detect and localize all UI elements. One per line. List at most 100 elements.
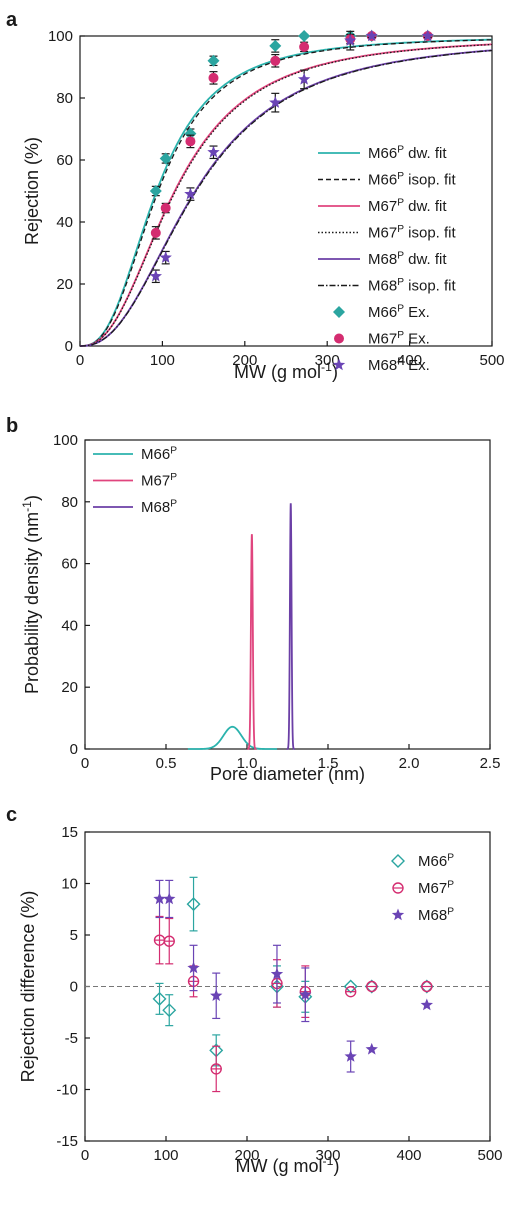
y-axis-label: Probability density (nm-1) [20,495,42,694]
data-point-m68 [159,251,172,263]
data-point-m66 [186,897,201,912]
x-axis-label: MW (g mol-1) [236,1154,340,1176]
fit-curve-m66 [80,38,493,347]
legend-marker [334,333,344,344]
data-point-m66 [207,54,220,67]
x-tick-label: 500 [477,1147,502,1164]
x-tick-label: 0 [81,755,89,772]
data-point-m66 [149,185,162,197]
y-tick-label: 20 [56,276,73,293]
data-point-m66 [343,979,358,994]
y-tick-label: 100 [48,28,73,45]
x-tick-label: 2.0 [399,755,420,772]
x-tick-label: 100 [153,1147,178,1164]
x-axis-label: Pore diameter (nm) [210,764,365,784]
data-point-m68 [184,187,197,200]
fit-curve-m68 [80,49,493,347]
distribution-m66 [187,725,277,750]
data-point-m68 [344,1050,357,1062]
x-tick-label: 0 [76,352,84,369]
data-point-m68 [270,967,284,980]
data-point-m67 [299,41,310,52]
data-point-m68 [269,96,282,108]
x-tick-label: 200 [234,1147,259,1164]
legend-label: M67P [418,879,454,897]
panel-a-label: a [6,9,18,31]
y-axis-label: Rejection (%) [22,137,42,245]
fit-curve-m67 [80,43,493,347]
y-tick-label: 100 [53,432,78,449]
legend-label: M66P dw. fit [368,144,447,162]
x-tick-label: 300 [315,1147,340,1164]
y-tick-label: 10 [61,876,78,893]
legend-label: M68P Ex. [368,356,430,374]
data-point-m68 [187,961,200,974]
y-tick-label: 60 [56,152,73,169]
legend-label: M66P [141,445,177,463]
x-tick-label: 200 [232,352,257,369]
y-tick-label: 0 [70,979,78,996]
data-point-m68 [299,988,312,1000]
legend-label: M68P isop. fit [368,277,457,295]
data-point-m66 [152,991,167,1006]
x-tick-label: 500 [479,352,504,369]
legend-label: M67P isop. fit [368,224,457,242]
legend-label: M67P [141,472,177,490]
data-point-m68 [365,1042,378,1055]
legend-label: M66P [418,852,454,870]
y-tick-label: -10 [56,1082,78,1099]
y-tick-label: -15 [56,1133,78,1150]
data-point-m68 [207,145,220,158]
y-axis-label: Rejection difference (%) [18,891,38,1083]
x-tick-label: 100 [150,352,175,369]
y-tick-label: 5 [70,927,78,944]
legend-label: M66P Ex. [368,303,430,321]
y-tick-label: 40 [61,617,78,634]
data-point-m68 [344,34,357,46]
legend-label: M67P dw. fit [368,197,447,215]
y-tick-label: 60 [61,556,78,573]
x-tick-label: 1.5 [318,755,339,772]
data-point-m66 [298,30,311,42]
x-tick-label: 300 [315,352,340,369]
data-point-m66 [184,127,197,140]
panel-c: 0 100 200 300 400 500 -15 -10 -5 0 5 10 15 MW (g mol-… [18,824,503,1176]
legend-marker [391,854,405,868]
legend-label: M68P [141,498,177,516]
fit-curve-m66 [80,39,493,347]
y-tick-label: 20 [61,679,78,696]
data-point-m67 [270,55,281,66]
legend-marker [391,908,405,921]
data-point-m67 [150,227,161,238]
x-tick-label: 400 [397,352,422,369]
y-tick-label: 15 [61,824,78,841]
legend-marker [332,358,346,371]
data-point-m68 [163,892,176,905]
data-point-m68 [421,29,434,42]
data-point-m68 [153,892,166,905]
plot-frame [79,35,493,347]
distribution-m68 [286,503,295,750]
distribution-m67 [247,534,257,750]
panel-a: 0 100 200 300 400 500 0 20 40 60 80 100 MW (g mol-1)… [22,28,505,382]
y-tick-label: 0 [65,338,73,355]
data-point-m68 [365,29,378,42]
data-point-m68 [420,998,433,1011]
x-tick-label: 0 [81,1147,89,1164]
y-tick-label: 40 [56,214,73,231]
data-point-m66 [269,39,282,52]
y-tick-label: -5 [65,1030,78,1047]
legend-label: M68P [418,906,454,924]
x-tick-label: 2.5 [480,755,501,772]
y-tick-label: 80 [61,494,78,511]
x-tick-label: 0.5 [156,755,177,772]
data-point-m68 [210,989,223,1002]
x-tick-label: 400 [396,1147,421,1164]
data-point-m66 [159,152,172,165]
legend-label: M68P dw. fit [368,250,447,268]
legend-label: M67P Ex. [368,330,430,348]
data-point-m67 [185,136,196,147]
legend-marker [333,306,345,318]
data-point-m66 [162,1003,177,1018]
